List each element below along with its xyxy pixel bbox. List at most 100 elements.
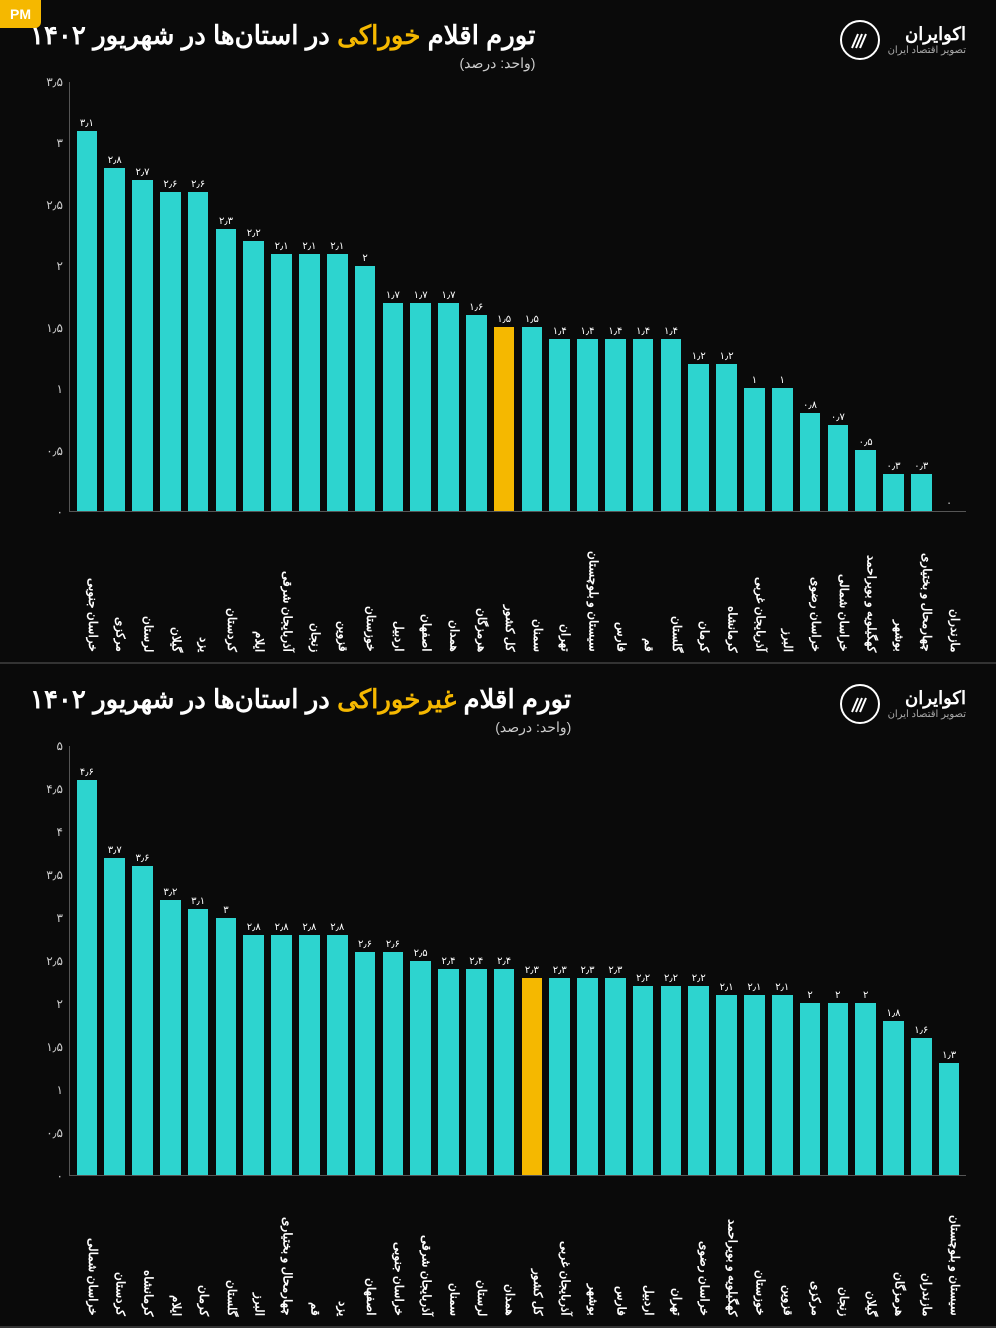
x-label: گلستان bbox=[213, 1176, 239, 1316]
bar-wrap: ۱٫۴ bbox=[575, 82, 601, 511]
y-tick: ۳٫۵ bbox=[46, 868, 63, 882]
bar-value: ۱٫۸ bbox=[886, 1008, 900, 1019]
bar-wrap: ۰٫۳ bbox=[881, 82, 907, 511]
bar-value: ۲٫۷ bbox=[136, 167, 150, 178]
bar-value: ۲٫۶ bbox=[358, 939, 372, 950]
bar bbox=[410, 961, 431, 1176]
y-tick: ۲ bbox=[57, 997, 63, 1011]
bar-value: ۲٫۶ bbox=[386, 939, 400, 950]
bar bbox=[77, 131, 98, 511]
bar bbox=[522, 327, 543, 511]
bar bbox=[216, 918, 237, 1175]
bar-value: ۲٫۳ bbox=[581, 965, 595, 976]
bar-value: ۱٫۳ bbox=[942, 1050, 956, 1061]
bar-wrap: ۳٫۶ bbox=[130, 746, 156, 1175]
bar bbox=[410, 303, 431, 511]
chart1-title: تورم اقلام خوراکی در استان‌ها در شهریور … bbox=[30, 20, 535, 51]
x-label: قزوین bbox=[324, 512, 350, 652]
chart2-yaxis: ۰۰٫۵۱۱٫۵۲۲٫۵۳۳٫۵۴۴٫۵۵ bbox=[30, 746, 70, 1176]
bar-wrap: ۲٫۸ bbox=[241, 746, 267, 1175]
bar bbox=[577, 339, 598, 511]
bar-wrap: ۱ bbox=[769, 82, 795, 511]
bar bbox=[466, 969, 487, 1175]
bar-wrap: ۲٫۶ bbox=[185, 82, 211, 511]
bar-value: ۲٫۸ bbox=[275, 922, 289, 933]
bar-wrap: ۲٫۸ bbox=[297, 746, 323, 1175]
bar-value: ۱٫۷ bbox=[414, 290, 428, 301]
bar bbox=[160, 192, 181, 511]
bar bbox=[271, 254, 292, 511]
bar-wrap: ۲٫۳ bbox=[547, 746, 573, 1175]
bar-value: ۱٫۴ bbox=[581, 326, 595, 337]
bar-value: ۲٫۸ bbox=[247, 922, 261, 933]
bar bbox=[633, 339, 654, 511]
bar bbox=[605, 978, 626, 1175]
bar-value: ۰٫۵ bbox=[859, 437, 873, 448]
bar-wrap: ۲٫۴ bbox=[436, 746, 462, 1175]
x-label: بوشهر bbox=[575, 1176, 601, 1316]
x-label: اصفهان bbox=[408, 512, 434, 652]
bar bbox=[327, 935, 348, 1175]
bar-value: ۲ bbox=[863, 990, 868, 1001]
y-tick: ۰ bbox=[57, 1169, 63, 1183]
bar bbox=[160, 900, 181, 1175]
bar-wrap: ۱٫۷ bbox=[408, 82, 434, 511]
bar bbox=[688, 364, 709, 511]
bar-wrap: ۲٫۱ bbox=[269, 82, 295, 511]
x-label: مازندران bbox=[936, 512, 962, 652]
x-label: هرمزگان bbox=[881, 1176, 907, 1316]
bar bbox=[104, 168, 125, 511]
x-label: کهگیلویه و بویراحمد bbox=[853, 512, 879, 652]
x-label: خراسان جنوبی bbox=[380, 1176, 406, 1316]
x-label: آذربایجان غربی bbox=[742, 512, 768, 652]
bar bbox=[494, 327, 515, 511]
bar-wrap: ۲ bbox=[825, 746, 851, 1175]
x-label: مرکزی bbox=[102, 512, 128, 652]
x-label: یزد bbox=[324, 1176, 350, 1316]
x-label: قم bbox=[297, 1176, 323, 1316]
x-label: هرمزگان bbox=[463, 512, 489, 652]
x-label: سیستان و بلوچستان bbox=[936, 1176, 962, 1316]
bar-wrap: ۲٫۳ bbox=[602, 746, 628, 1175]
bar bbox=[438, 969, 459, 1175]
x-label: قم bbox=[630, 512, 656, 652]
y-tick: ۲٫۵ bbox=[46, 954, 63, 968]
bar-value: ۱٫۴ bbox=[608, 326, 622, 337]
bar bbox=[661, 986, 682, 1175]
logo: اکوایران تصویر اقتصاد ایران bbox=[840, 684, 966, 724]
y-tick: ۱ bbox=[57, 1083, 63, 1097]
bar bbox=[549, 978, 570, 1175]
bar bbox=[772, 995, 793, 1175]
chart-panel-2: اکوایران تصویر اقتصاد ایران تورم اقلام غ… bbox=[0, 664, 996, 1328]
bar-wrap: ۳ bbox=[213, 746, 239, 1175]
bar-value: ۱٫۴ bbox=[636, 326, 650, 337]
bar-wrap: ۰ bbox=[936, 82, 962, 511]
bar-value: ۳٫۲ bbox=[163, 887, 177, 898]
bar bbox=[438, 303, 459, 511]
bar bbox=[383, 952, 404, 1175]
y-tick: ۱٫۵ bbox=[46, 1040, 63, 1054]
x-label: البرز bbox=[769, 512, 795, 652]
x-label: فارس bbox=[602, 512, 628, 652]
bar-value: ۳٫۶ bbox=[136, 853, 150, 864]
x-label: گیلان bbox=[853, 1176, 879, 1316]
x-label: بوشهر bbox=[881, 512, 907, 652]
bar-value: ۲٫۱ bbox=[275, 241, 289, 252]
x-label: کل کشور bbox=[491, 512, 517, 652]
bar-value: ۲٫۲ bbox=[692, 973, 706, 984]
bar-value: ۰٫۳ bbox=[914, 461, 928, 472]
bar-wrap: ۲٫۲ bbox=[658, 746, 684, 1175]
bar-value: ۱٫۲ bbox=[692, 351, 706, 362]
x-label: همدان bbox=[491, 1176, 517, 1316]
bar-value: ۱٫۴ bbox=[664, 326, 678, 337]
bar bbox=[716, 995, 737, 1175]
chart2-title: تورم اقلام غیرخوراکی در استان‌ها در شهری… bbox=[30, 684, 571, 715]
bar-value: ۳٫۷ bbox=[108, 845, 122, 856]
bar-value: ۱٫۷ bbox=[386, 290, 400, 301]
chart2-area: ۰۰٫۵۱۱٫۵۲۲٫۵۳۳٫۵۴۴٫۵۵ ۴٫۶۳٫۷۳٫۶۳٫۲۳٫۱۳۲٫… bbox=[30, 746, 966, 1176]
y-tick: ۱٫۵ bbox=[46, 321, 63, 335]
chart2-xlabels: خراسان شمالیکردستانکرمانشاهایلامکرمانگلس… bbox=[70, 1176, 966, 1316]
x-label: چهارمحال و بختیاری bbox=[908, 512, 934, 652]
x-label: تهران bbox=[547, 512, 573, 652]
bar-wrap: ۲٫۴ bbox=[491, 746, 517, 1175]
